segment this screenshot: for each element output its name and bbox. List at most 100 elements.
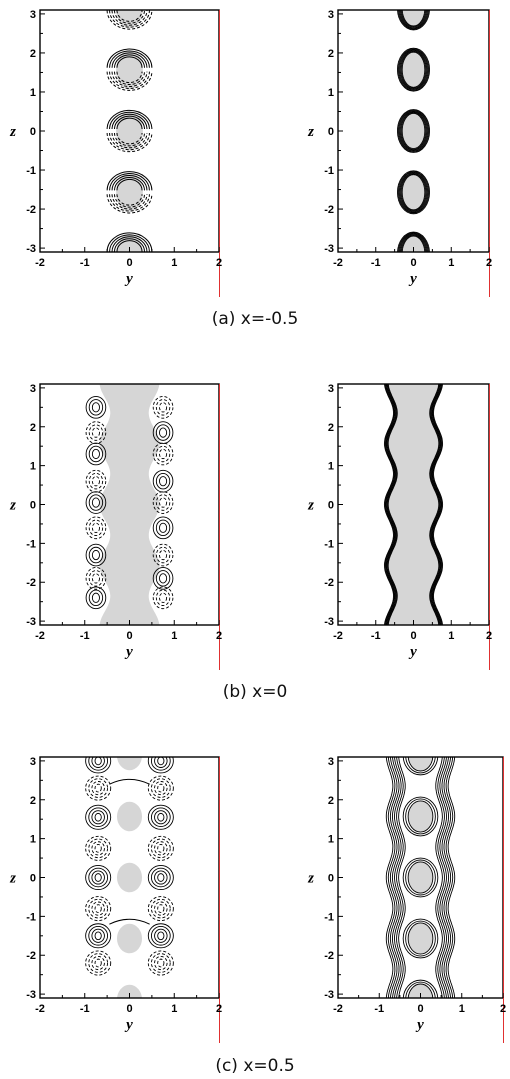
contour-line <box>397 170 430 215</box>
contour-negative <box>154 841 168 856</box>
contour-line <box>405 859 436 896</box>
contour-positive <box>114 238 145 252</box>
core-region <box>116 234 143 252</box>
contour-negative <box>109 132 150 151</box>
core-region <box>116 923 143 954</box>
contour-negative <box>116 194 143 206</box>
contour-line <box>400 173 427 212</box>
panel-c-right: -2 -1 0 1 2 3 2 1 0 -1 -2 -3 y z <box>307 756 506 1043</box>
panel-a-right-xtick-label: 2 <box>486 257 492 269</box>
contour-negative <box>85 950 112 976</box>
panel-b-left-ztick-label: 1 <box>30 461 36 473</box>
panel-b-right: -2 -1 0 1 2 3 2 1 0 -1 -2 -3 y z <box>307 383 492 670</box>
panel-a-left-ztick-label: 2 <box>30 48 36 60</box>
contour-positive <box>88 399 104 416</box>
core-region <box>116 801 143 832</box>
panel-b-left-ztick-label: 2 <box>30 422 36 434</box>
contour-line <box>399 50 428 90</box>
contour-line <box>407 922 434 955</box>
contour-line <box>400 234 427 252</box>
panel-b-left-xlabel: y <box>124 644 133 660</box>
contour-positive <box>111 236 148 252</box>
contour-negative <box>154 901 168 916</box>
contour-positive <box>88 807 109 828</box>
contour-line <box>394 757 402 998</box>
core-region <box>408 984 433 998</box>
contour-positive <box>109 778 150 785</box>
contour-line <box>405 981 436 998</box>
contour-positive <box>109 918 150 925</box>
contour-line <box>397 109 430 153</box>
panel-a-right-ztick-label: 2 <box>328 48 334 60</box>
contour-negative <box>109 10 150 28</box>
panel-c-right-xtick-label: 2 <box>500 1003 506 1015</box>
contour-line <box>398 757 406 998</box>
contour-line <box>402 857 439 898</box>
contour-line <box>401 10 426 27</box>
contour-positive <box>88 546 104 564</box>
panel-b-left: -2 -1 0 1 2 3 2 1 0 -1 -2 -3 y z <box>9 383 222 670</box>
contour-line <box>397 10 430 31</box>
panel-c-right-zlabel: z <box>307 871 314 887</box>
contour-negative <box>91 427 100 438</box>
panel-b-left-xtick-label: 2 <box>216 630 222 642</box>
contour-line <box>397 48 430 91</box>
contour-positive <box>116 56 143 68</box>
panel-b-left-ztick-label: -3 <box>26 616 36 628</box>
contour-line <box>435 757 443 998</box>
contour-line <box>405 798 436 835</box>
core-region <box>408 757 433 771</box>
panel-a-left-xtick-label: 2 <box>216 257 222 269</box>
contour-positive <box>88 494 104 511</box>
panel-a-right-ztick-label: -3 <box>324 243 334 255</box>
contour-line <box>432 384 443 625</box>
contour-positive <box>91 402 100 413</box>
panel-c-right-xtick-label: -2 <box>333 1003 343 1015</box>
panel-c-left-ztick-label: 0 <box>30 873 36 885</box>
contour-negative <box>114 71 145 85</box>
panel-a-right-xtick-label: 1 <box>448 257 454 269</box>
panel-b-right-xtick-label: -2 <box>333 630 343 642</box>
core-region <box>402 113 425 149</box>
panel-c-right-ztick-label: -1 <box>324 911 334 923</box>
contour-positive <box>85 491 107 514</box>
contour-line <box>429 384 440 625</box>
panel-c-left-ztick-label: -3 <box>26 989 36 1001</box>
contour-positive <box>88 445 104 463</box>
contour-negative <box>88 898 109 919</box>
contour-positive <box>159 522 168 533</box>
contour-line <box>397 109 430 153</box>
contour-positive <box>85 586 107 610</box>
contour-line <box>387 384 397 625</box>
core-region <box>116 862 143 893</box>
contour-negative <box>106 71 153 91</box>
panel-c-left: -2 -1 0 1 2 3 2 1 0 -1 -2 -3 y z <box>9 756 222 1043</box>
panel-a-right-xtick-label: -1 <box>371 257 381 269</box>
contour-line <box>402 918 439 959</box>
panel-c-left-ztick-label: -2 <box>26 950 36 962</box>
contour-negative <box>91 781 105 796</box>
panel-a-right-ztick-label: 0 <box>328 126 334 138</box>
contour-line <box>433 384 444 625</box>
contour-positive <box>114 115 145 130</box>
panel-a-right-ztick-label: -2 <box>324 204 334 216</box>
contour-line <box>407 757 434 772</box>
contour-negative <box>91 522 100 533</box>
contour-positive <box>111 113 148 130</box>
contour-line <box>401 235 426 252</box>
contour-line <box>398 49 429 91</box>
panel-c-left-ztick-label: 3 <box>30 756 36 768</box>
core-region <box>402 10 425 26</box>
contour-negative <box>114 194 145 208</box>
contour-line <box>386 384 397 625</box>
panel-a-left-ztick-label: -3 <box>26 243 36 255</box>
contour-line <box>402 757 439 776</box>
panel-a-right-xlabel: y <box>408 271 417 287</box>
contour-positive <box>147 865 174 891</box>
panel-b-left-ztick-label: -1 <box>26 538 36 550</box>
contour-negative <box>114 10 145 24</box>
panel-c-right-ztick-label: 0 <box>328 873 334 885</box>
panel-c-right-ztick-label: 1 <box>328 834 334 846</box>
panel-c-left-xtick-label: -1 <box>80 1003 90 1015</box>
contour-positive <box>150 807 171 828</box>
